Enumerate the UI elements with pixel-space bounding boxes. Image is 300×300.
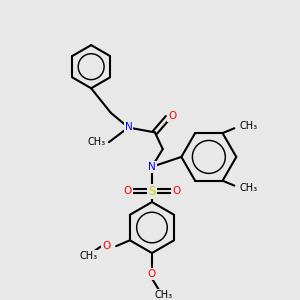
Text: O: O — [168, 111, 177, 121]
Text: S: S — [148, 185, 156, 198]
Text: O: O — [123, 186, 132, 196]
Text: N: N — [148, 162, 156, 172]
Text: CH₃: CH₃ — [80, 251, 98, 261]
Text: CH₃: CH₃ — [239, 183, 257, 193]
Text: CH₃: CH₃ — [239, 121, 257, 131]
Text: O: O — [172, 186, 181, 196]
Text: O: O — [148, 268, 156, 279]
Text: N: N — [124, 122, 132, 133]
Text: CH₃: CH₃ — [88, 137, 106, 147]
Text: O: O — [102, 241, 110, 251]
Text: CH₃: CH₃ — [155, 290, 173, 300]
